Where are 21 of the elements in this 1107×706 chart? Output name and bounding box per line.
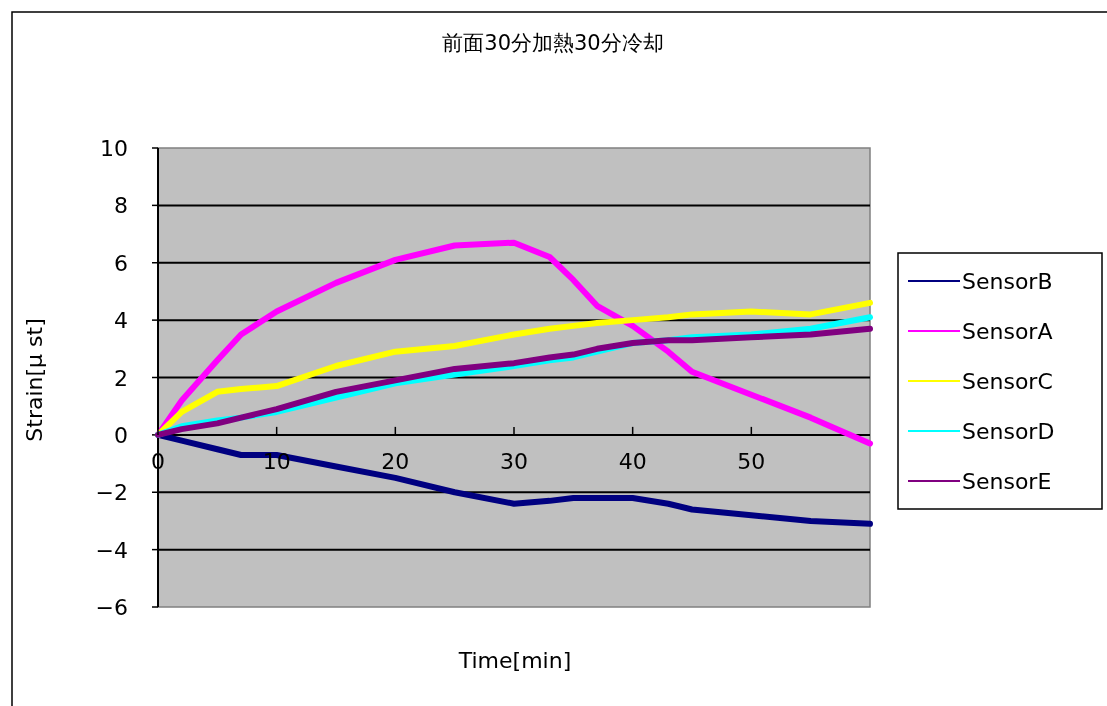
legend-label: SensorE — [962, 469, 1052, 494]
y-tick-label: −4 — [95, 537, 128, 563]
title: 前面30分加熱30分冷却 — [442, 31, 664, 55]
x-tick-label: 20 — [381, 448, 410, 474]
y-tick-label: 0 — [114, 422, 128, 448]
legend-label: SensorD — [962, 419, 1055, 444]
y-tick-label: 4 — [114, 308, 128, 334]
y-tick-label: 10 — [100, 136, 128, 161]
x-axis-title: Time[min] — [457, 648, 572, 673]
y-tick-label: −6 — [95, 595, 128, 620]
y-axis-title: Strain[μ st] — [22, 318, 47, 442]
y-tick-label: 8 — [114, 193, 128, 219]
x-tick-label: 50 — [737, 448, 766, 474]
y-tick-label: −2 — [95, 480, 128, 506]
legend-label: SensorB — [962, 269, 1053, 294]
legend-label: SensorC — [962, 369, 1053, 394]
legend-label: SensorA — [962, 319, 1053, 344]
y-tick-label: 6 — [114, 250, 128, 276]
x-tick-label: 40 — [618, 448, 647, 474]
x-tick-label: 30 — [500, 448, 528, 474]
y-tick-label: 2 — [114, 365, 128, 391]
